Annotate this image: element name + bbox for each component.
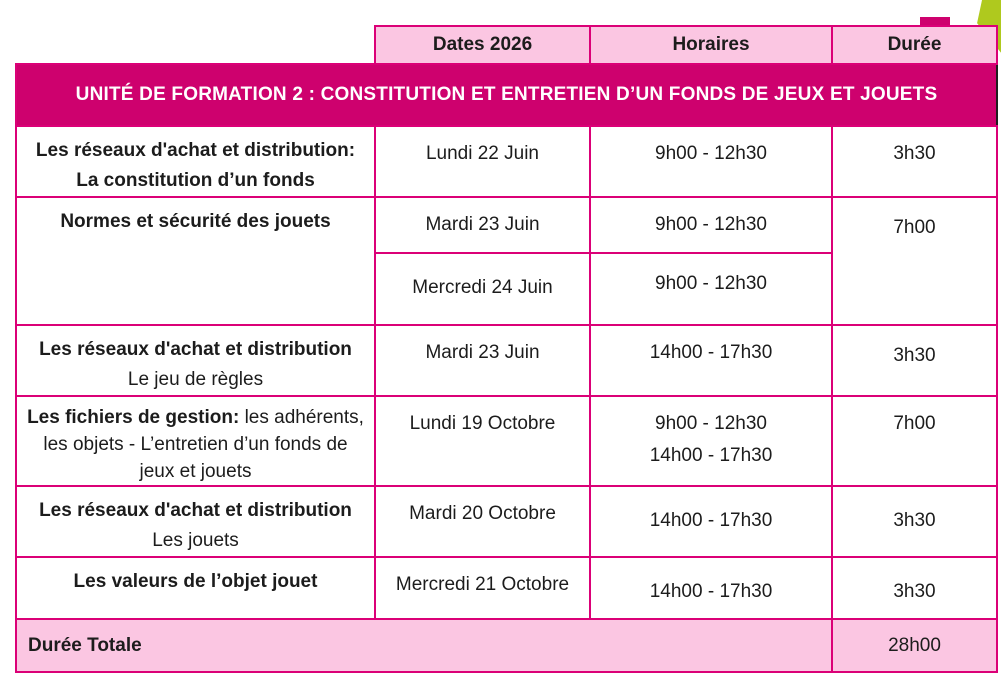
date-cell: Mardi 20 Octobre [374,485,591,558]
course-cell: Les fichiers de gestion: les adhérents, … [15,395,376,487]
total-label: Durée Totale [15,618,833,673]
magenta-tab-decoration [920,17,950,26]
course-line-1: Les réseaux d'achat et distribution: [35,140,356,161]
total-duration: 28h00 [831,618,998,673]
course-line-2: Les jouets [152,530,239,551]
course-line-2: La constitution d’un fonds [76,170,315,191]
duration-cell: 3h30 [831,125,998,198]
time-cell: 9h00 - 12h30 [589,252,833,326]
date-cell: Mercredi 24 Juin [374,252,591,326]
date-cell: Mercredi 21 Octobre [374,556,591,620]
course-cell: Normes et sécurité des jouets [15,196,376,326]
table-row: Les fichiers de gestion: les adhérents, … [15,395,998,487]
time-cell: 14h00 - 17h30 [589,556,833,620]
header-horaires: Horaires [589,25,833,65]
course-cell: Les valeurs de l’objet jouet [15,556,376,620]
time-line-2: 14h00 - 17h30 [649,445,773,466]
duration-cell: 7h00 [831,395,998,487]
date-cell: Lundi 19 Octobre [374,395,591,487]
total-row: Durée Totale 28h00 [15,618,998,673]
time-cell: 9h00 - 12h30 14h00 - 17h30 [589,395,833,487]
duration-cell: 3h30 [831,324,998,397]
unit-title-band: UNITÉ DE FORMATION 2 : CONSTITUTION ET E… [15,63,998,127]
unit-title-row: UNITÉ DE FORMATION 2 : CONSTITUTION ET E… [15,63,998,127]
course-bold-part: Les fichiers de gestion: [27,407,240,428]
table-row: Normes et sécurité des jouets Mardi 23 J… [15,196,998,326]
time-cell: 14h00 - 17h30 [589,485,833,558]
course-cell: Les réseaux d'achat et distribution: La … [15,125,376,198]
duration-cell: 3h30 [831,485,998,558]
date-cell: Mardi 23 Juin [374,196,591,254]
duration-cell: 3h30 [831,556,998,620]
table-row: Les valeurs de l’objet jouet Mercredi 21… [15,556,998,620]
date-cell: Lundi 22 Juin [374,125,591,198]
table-row: Les réseaux d'achat et distribution: La … [15,125,998,198]
time-cell: 9h00 - 12h30 [589,125,833,198]
course-line-1: Les réseaux d'achat et distribution [39,339,352,360]
header-row: Dates 2026 Horaires Durée [16,25,998,65]
header-dates: Dates 2026 [374,25,591,65]
course-line-2: Le jeu de règles [127,369,264,390]
formation-schedule-table: Dates 2026 Horaires Durée UNITÉ DE FORMA… [15,25,998,673]
header-duree: Durée [831,25,998,65]
course-line-1: Les réseaux d'achat et distribution [39,500,352,521]
time-cell: 14h00 - 17h30 [589,324,833,397]
course-cell: Les réseaux d'achat et distribution Les … [15,485,376,558]
empty-corner-cell [16,26,375,64]
time-line-1: 9h00 - 12h30 [655,413,767,434]
time-cell: 9h00 - 12h30 [589,196,833,254]
course-regular-part: les adhérents, les objets - L’entretien … [43,407,364,482]
course-line-1: Normes et sécurité des jouets [60,211,331,232]
date-cell: Mardi 23 Juin [374,324,591,397]
course-line-1: Les valeurs de l’objet jouet [73,571,318,592]
duration-cell: 7h00 [831,196,998,326]
table-row: Les réseaux d'achat et distribution Le j… [15,324,998,397]
table-row: Les réseaux d'achat et distribution Les … [15,485,998,558]
table-row: Mercredi 24 Juin 9h00 - 12h30 [16,252,997,326]
course-cell: Les réseaux d'achat et distribution Le j… [15,324,376,397]
